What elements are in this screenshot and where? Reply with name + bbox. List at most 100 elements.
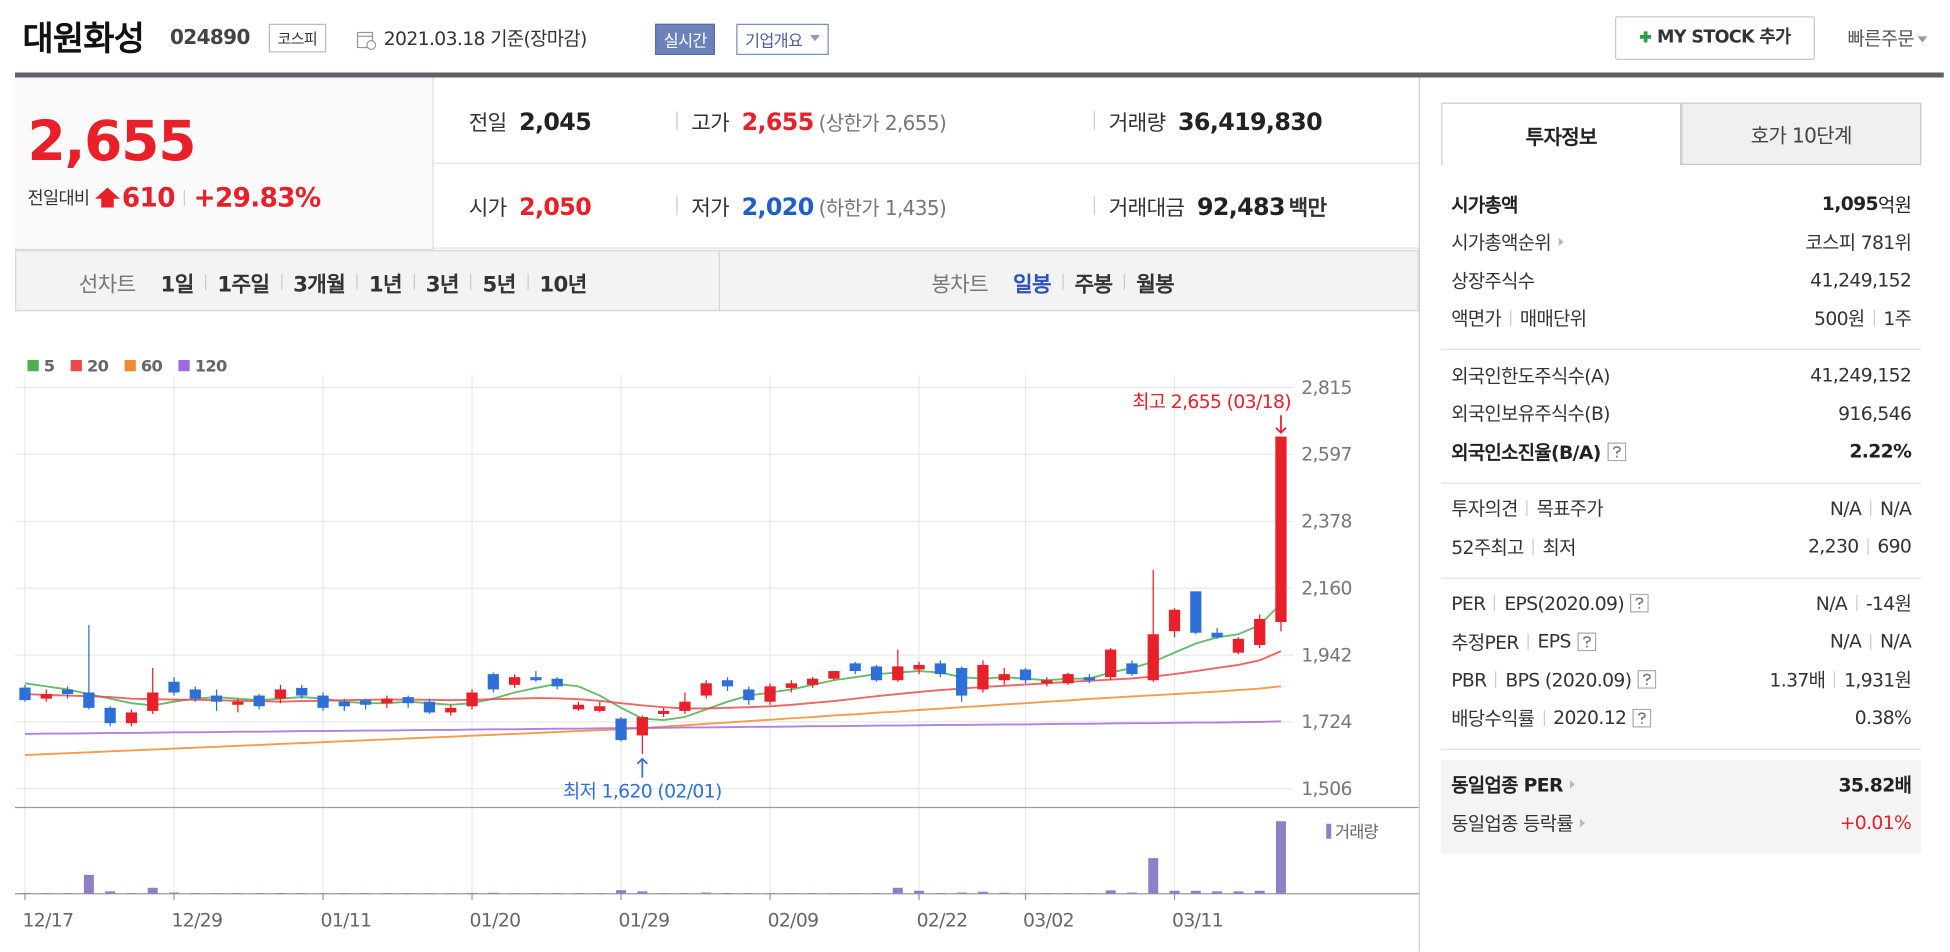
x-tick-label: 02/09 [768,910,819,931]
period-item[interactable]: 주봉 [1074,272,1113,298]
info-value: 41,249,152 [1810,269,1912,292]
candle-body [487,674,499,690]
candle-body [530,677,542,681]
info-tab[interactable]: 투자정보 [1441,102,1682,165]
volume-bar [1126,892,1137,894]
info-value: +0.01% [1839,811,1912,835]
volume-legend-label: 거래량 [1335,823,1379,842]
help-icon [1576,632,1596,651]
separator [204,273,207,290]
separator [1543,709,1545,726]
candle-body [679,701,691,711]
quote-label: 거래량 [1108,111,1166,137]
info-value: N/A [1879,630,1912,653]
candle-body [1232,638,1245,653]
help-icon [1630,594,1650,613]
quick-order[interactable]: 빠른주문 [1848,25,1928,51]
candle-body [104,707,116,724]
volume-bar [1041,893,1052,894]
candle-body [508,677,521,685]
volume-bar [1084,893,1095,894]
legend-label: 20 [87,356,109,375]
period-item[interactable]: 1일 [160,272,195,298]
period-item[interactable]: 3개월 [293,272,346,298]
candle-body [572,704,585,710]
realtime-button[interactable]: 실시간 [655,23,716,55]
info-labels: 시가총액순위 [1451,229,1566,255]
info-value: 1주 [1883,307,1912,331]
period-item[interactable]: 월봉 [1136,272,1175,298]
row-divider [433,247,1419,249]
candle-body [998,674,1010,681]
info-values: N/A -14원 [1816,590,1912,616]
info-row: 52주최고 최저 2,230 690 [1451,528,1912,566]
mystock-button[interactable]: MY STOCK 추가 [1615,16,1815,60]
volume-bar [424,893,435,894]
market-badge: 코스피 [268,23,326,53]
help-glyph [1643,673,1651,686]
dropdown-icon [1917,36,1928,43]
candle-body [764,686,776,702]
candle-body [721,680,734,687]
x-tick-label: 01/11 [321,910,372,931]
company-button[interactable]: 기업개요 [736,23,829,55]
candle-body [1147,634,1159,681]
candle-body [1062,674,1074,684]
panel-divider [1418,77,1420,952]
volume-bar [552,893,563,894]
quote-value: 92,483 [1196,193,1286,222]
period-item[interactable]: 5년 [482,272,517,298]
cell-separator [676,111,678,130]
info-label: 투자의견 [1451,497,1518,521]
y-tick-label: 1,506 [1301,779,1352,800]
info-label: 매매단위 [1519,307,1587,331]
period-item[interactable]: 3년 [425,272,460,298]
separator [280,273,282,290]
current-price: 2,655 [27,110,197,174]
candle-body [210,695,223,702]
change-line: 전일대비 610 +29.83% [28,183,322,213]
low-arrow [636,757,648,778]
separator [470,273,472,290]
candle-body [870,666,883,681]
info-value: 1.37배 [1769,669,1826,692]
x-tick-label: 01/20 [470,910,521,931]
info-row: 외국인한도주식수(A) 41,249,152 [1451,356,1912,394]
candle-body [61,689,74,695]
volume-bar [658,893,669,894]
info-label: 목표주가 [1536,497,1604,521]
low-annotation: 최저 1,620 (02/01) [563,781,722,803]
volume-bar [83,874,94,894]
info-label: 외국인보유주식수(B) [1451,402,1610,426]
candle-body [402,697,414,704]
info-value: 41,249,152 [1810,364,1912,387]
volume-bar [616,890,627,894]
help-glyph [1635,597,1644,610]
y-tick-label: 2,597 [1301,445,1352,466]
volume-bar [1148,858,1159,894]
period-item[interactable]: 일봉 [1013,272,1051,298]
info-labels: 배당수익률 2020.12 [1451,705,1652,731]
arrow-icon [1570,780,1576,790]
info-values: 1,095 억원 [1822,191,1912,217]
volume-bar [530,893,541,894]
ma-line [24,720,1281,735]
candle-body [317,695,329,708]
period-item[interactable]: 10년 [539,272,587,298]
candle-body [636,717,648,736]
info-tab[interactable]: 호가 10단계 [1681,102,1922,165]
candle-body [1041,680,1053,684]
volume-bar [1233,891,1244,894]
info-group: 시가총액 1,095 억원 시가총액순위 코스피 781위 상장주식수 41,249,152… [1441,179,1922,350]
candle-body [253,695,265,707]
period-bar [15,250,1419,312]
high-arrow [1275,415,1287,435]
info-value: 1,931원 [1844,669,1912,692]
dropdown-icon [809,35,820,42]
period-item[interactable]: 1주일 [217,272,270,298]
separator [1834,671,1836,688]
volume-bar [403,893,414,894]
period-item[interactable]: 1년 [368,272,403,298]
separator [526,273,529,290]
separator [1123,273,1125,290]
